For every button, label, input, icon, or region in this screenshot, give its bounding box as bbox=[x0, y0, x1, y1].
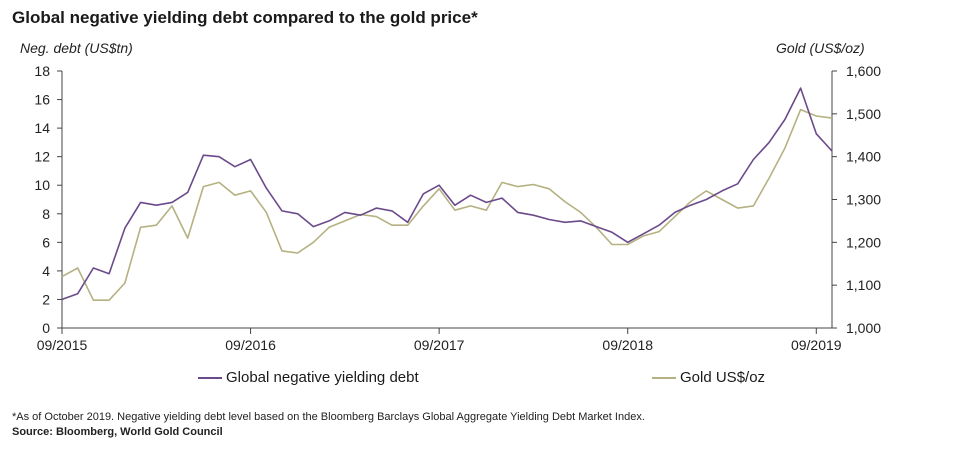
legend-swatch-gold bbox=[652, 376, 676, 379]
series-line-negative-debt bbox=[61, 87, 833, 301]
right-tick-label: 1,400 bbox=[846, 149, 881, 165]
legend-label-gold: Gold US$/oz bbox=[680, 369, 766, 386]
legend-swatch-debt bbox=[198, 376, 222, 379]
left-tick-label: 0 bbox=[42, 320, 50, 336]
left-tick-label: 2 bbox=[42, 291, 50, 307]
source-note: Source: Bloomberg, World Gold Council bbox=[12, 426, 223, 438]
x-tick-label: 09/2018 bbox=[602, 337, 653, 353]
right-axis-title: Gold (US$/oz) bbox=[776, 40, 865, 56]
left-axis-title: Neg. debt (US$tn) bbox=[20, 40, 133, 56]
x-tick-label: 09/2015 bbox=[37, 337, 88, 353]
right-tick-label: 1,500 bbox=[846, 106, 881, 122]
left-tick-label: 10 bbox=[34, 177, 50, 193]
x-tick-label: 09/2016 bbox=[225, 337, 276, 353]
series-line-gold bbox=[61, 108, 833, 302]
x-tick-label: 09/2017 bbox=[414, 337, 465, 353]
footnote: *As of October 2019. Negative yielding d… bbox=[12, 411, 645, 423]
right-tick-label: 1,100 bbox=[846, 277, 881, 293]
left-tick-label: 4 bbox=[42, 263, 50, 279]
right-tick-label: 1,300 bbox=[846, 192, 881, 208]
x-tick-label: 09/2019 bbox=[791, 337, 842, 353]
left-tick-label: 12 bbox=[34, 149, 50, 165]
left-tick-label: 8 bbox=[42, 206, 50, 222]
left-tick-label: 18 bbox=[34, 63, 50, 79]
right-tick-label: 1,600 bbox=[846, 63, 881, 79]
legend-item-debt: Global negative yielding debt bbox=[198, 369, 419, 386]
legend-label-debt: Global negative yielding debt bbox=[226, 369, 419, 386]
chart-title: Global negative yielding debt compared t… bbox=[12, 8, 478, 27]
left-tick-label: 6 bbox=[42, 234, 50, 250]
right-tick-label: 1,200 bbox=[846, 234, 881, 250]
legend-item-gold: Gold US$/oz bbox=[652, 369, 765, 386]
right-tick-label: 1,000 bbox=[846, 320, 881, 336]
left-tick-label: 16 bbox=[34, 92, 50, 108]
left-tick-label: 14 bbox=[34, 120, 50, 136]
